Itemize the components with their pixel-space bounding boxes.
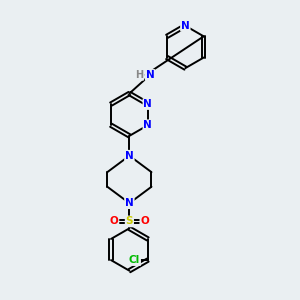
Text: N: N bbox=[181, 21, 190, 31]
Text: O: O bbox=[110, 216, 118, 226]
Text: N: N bbox=[143, 99, 152, 109]
Text: N: N bbox=[146, 70, 154, 80]
Text: N: N bbox=[125, 198, 134, 208]
Text: N: N bbox=[143, 120, 152, 130]
Text: H: H bbox=[135, 70, 143, 80]
Text: O: O bbox=[140, 216, 149, 226]
Text: S: S bbox=[126, 216, 133, 226]
Text: N: N bbox=[125, 151, 134, 161]
Text: Cl: Cl bbox=[129, 255, 140, 265]
